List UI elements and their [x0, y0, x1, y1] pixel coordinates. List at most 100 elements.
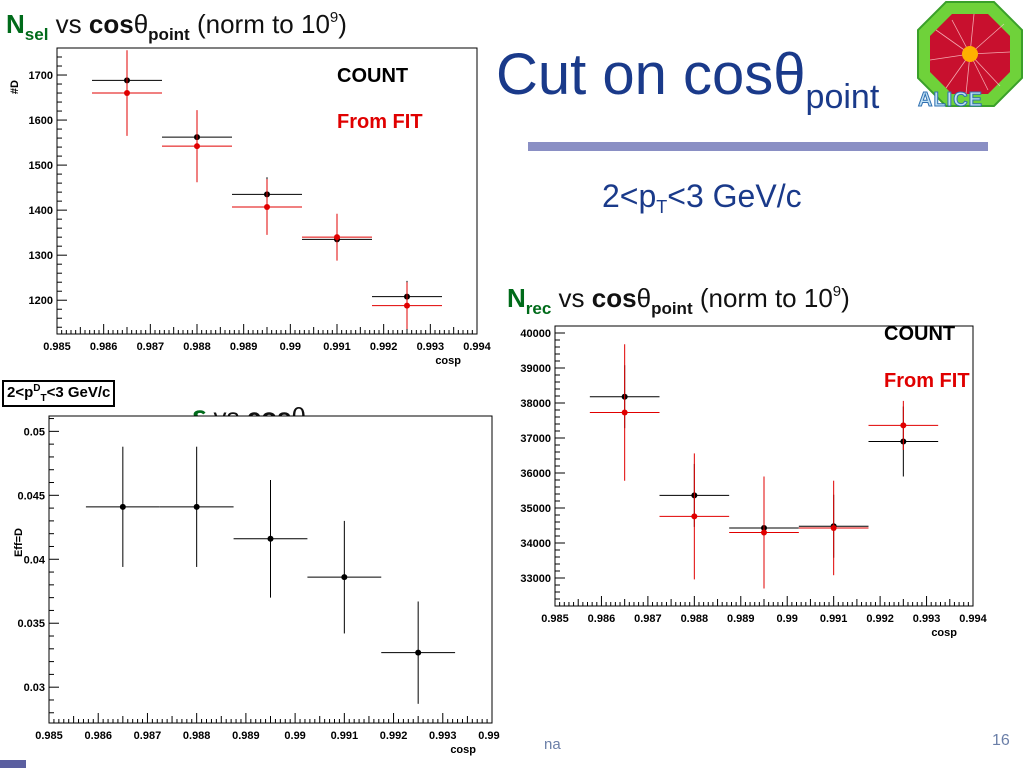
- footer-text: na: [544, 736, 561, 753]
- nsel-y-axis-title: #D: [9, 80, 21, 94]
- nsel-heading-norm: (norm to 10: [196, 9, 330, 39]
- nsel-heading-point: point: [148, 25, 190, 44]
- nsel-y-tick-label: 1400: [29, 205, 53, 217]
- eff-series-0-point: [415, 649, 422, 656]
- nrec-x-tick-label: 0.99: [777, 613, 798, 625]
- eff-y-axis-title: Eff=D: [13, 528, 25, 557]
- nrec-x-tick-label: 0.994: [959, 613, 987, 625]
- eff-x-tick-label: 0.991: [331, 730, 359, 742]
- nsel-heading-cos: cos: [88, 9, 134, 39]
- nsel-heading-theta: θ: [133, 9, 149, 39]
- nsel-x-axis-title: cosp: [435, 355, 461, 367]
- nrec-heading-point: point: [651, 299, 693, 318]
- nsel-x-tick-label: 0.989: [230, 341, 258, 353]
- pt-box-b: <3 GeV/c: [46, 384, 111, 401]
- nsel-y-tick-label: 1500: [29, 160, 53, 172]
- nsel-x-tick-label: 0.993: [417, 341, 445, 353]
- nsel-y-tick-label: 1200: [29, 295, 53, 307]
- pt-box-a: 2<p: [7, 384, 34, 401]
- eff-x-tick-label: 0.989: [232, 730, 260, 742]
- eff-y-tick-label: 0.045: [17, 490, 45, 502]
- eff-y-tick-label: 0.03: [24, 682, 45, 694]
- pt-range-label: 2<pT<3 GeV/c: [602, 178, 802, 218]
- corner-mark: [0, 760, 26, 768]
- nrec-heading: Nrec vs cosθpoint (norm to 109): [507, 283, 850, 319]
- chart-eff: 0.985 0.986 0.987 0.988 0.989 0.99 0.991 0.992 0…: [13, 415, 500, 756]
- nsel-x-tick-label: 0.992: [370, 341, 398, 353]
- eff-series-0-point: [119, 503, 126, 510]
- nsel-series-1-point: [124, 90, 130, 97]
- eff-x-axis-title: cosp: [450, 744, 476, 756]
- nrec-y-tick-label: 35000: [520, 503, 551, 515]
- nrec-legend-fit: From FIT: [884, 370, 970, 392]
- nrec-x-tick-label: 0.993: [913, 613, 941, 625]
- pt-range-suffix: <3 GeV/c: [667, 178, 802, 214]
- nrec-y-tick-label: 34000: [520, 538, 551, 550]
- nrec-series-1-point: [621, 409, 628, 416]
- nrec-series-1-point: [691, 513, 698, 520]
- pt-range-sub: T: [656, 197, 668, 217]
- pt-box-label: 2<pDT<3 GeV/c: [2, 380, 116, 407]
- nrec-heading-exp: 9: [832, 283, 842, 300]
- eff-series-0-point: [193, 503, 200, 510]
- nsel-heading: Nsel vs cosθpoint (norm to 109): [6, 9, 347, 45]
- eff-x-tick-label: 0.994: [478, 730, 500, 742]
- eff-x-tick-label: 0.988: [183, 730, 211, 742]
- title-main: Cut on cos: [496, 42, 774, 107]
- slide-title: Cut on cosθpoint: [496, 46, 880, 116]
- nrec-x-tick-label: 0.989: [727, 613, 755, 625]
- nsel-x-tick-label: 0.986: [90, 341, 118, 353]
- eff-series-0-point: [341, 574, 348, 581]
- nsel-series-1-point: [334, 234, 340, 241]
- nsel-series-1-point: [264, 203, 270, 210]
- eff-x-tick-label: 0.986: [84, 730, 112, 742]
- eff-y-tick-label: 0.05: [24, 426, 45, 438]
- nrec-x-tick-label: 0.986: [588, 613, 616, 625]
- nsel-y-tick-label: 1700: [29, 70, 53, 82]
- nsel-heading-exp: 9: [329, 9, 339, 26]
- nrec-x-tick-label: 0.991: [820, 613, 848, 625]
- nrec-y-tick-label: 38000: [520, 398, 551, 410]
- pt-box-sub: T: [40, 393, 47, 404]
- nrec-heading-close: ): [841, 283, 850, 313]
- nrec-series-1-point: [761, 529, 767, 536]
- nrec-x-axis-title: cosp: [931, 627, 957, 638]
- nrec-y-tick-label: 33000: [520, 573, 551, 585]
- nsel-legend-fit: From FIT: [337, 111, 423, 133]
- nrec-legend-count: COUNT: [884, 323, 955, 345]
- nrec-y-tick-label: 40000: [520, 328, 551, 340]
- nrec-x-tick-label: 0.992: [866, 613, 894, 625]
- nrec-heading-cos: cos: [591, 283, 637, 313]
- nrec-series-1-point: [900, 422, 907, 429]
- eff-y-tick-label: 0.035: [17, 618, 45, 630]
- nsel-series-1-point: [404, 302, 410, 309]
- eff-series-0-point: [267, 535, 274, 542]
- nsel-x-tick-label: 0.994: [463, 341, 491, 353]
- nrec-y-tick-label: 39000: [520, 363, 551, 375]
- nsel-x-tick-label: 0.988: [183, 341, 211, 353]
- nsel-heading-close: ): [338, 9, 347, 39]
- nsel-heading-vs: vs: [55, 9, 82, 39]
- page-number: 16: [992, 732, 1010, 749]
- eff-x-tick-label: 0.993: [429, 730, 457, 742]
- alice-logo-text: ALICE: [918, 89, 983, 112]
- nrec-x-tick-label: 0.985: [541, 613, 569, 625]
- alice-logo: [917, 1, 1023, 107]
- nsel-y-tick-label: 1300: [29, 250, 53, 262]
- eff-x-tick-label: 0.99: [284, 730, 305, 742]
- nsel-legend-count: COUNT: [337, 65, 408, 87]
- title-underline-bar: [528, 142, 988, 151]
- chart-nsel: 0.985 0.986 0.987 0.988 0.989 0.99 0.991 0.992 0…: [9, 47, 492, 367]
- eff-y-tick-label: 0.04: [24, 554, 46, 566]
- nsel-x-tick-label: 0.991: [323, 341, 351, 353]
- nrec-heading-norm: (norm to 10: [699, 283, 833, 313]
- nrec-heading-n-sub: rec: [525, 299, 552, 318]
- title-theta: θ: [773, 42, 806, 107]
- nrec-heading-n: N: [507, 283, 526, 313]
- nsel-x-tick-label: 0.985: [43, 341, 71, 353]
- nrec-heading-vs: vs: [558, 283, 585, 313]
- nrec-y-tick-label: 36000: [520, 468, 551, 480]
- nsel-x-tick-label: 0.987: [137, 341, 165, 353]
- nrec-series-1-point: [830, 524, 837, 531]
- title-sub: point: [805, 78, 880, 116]
